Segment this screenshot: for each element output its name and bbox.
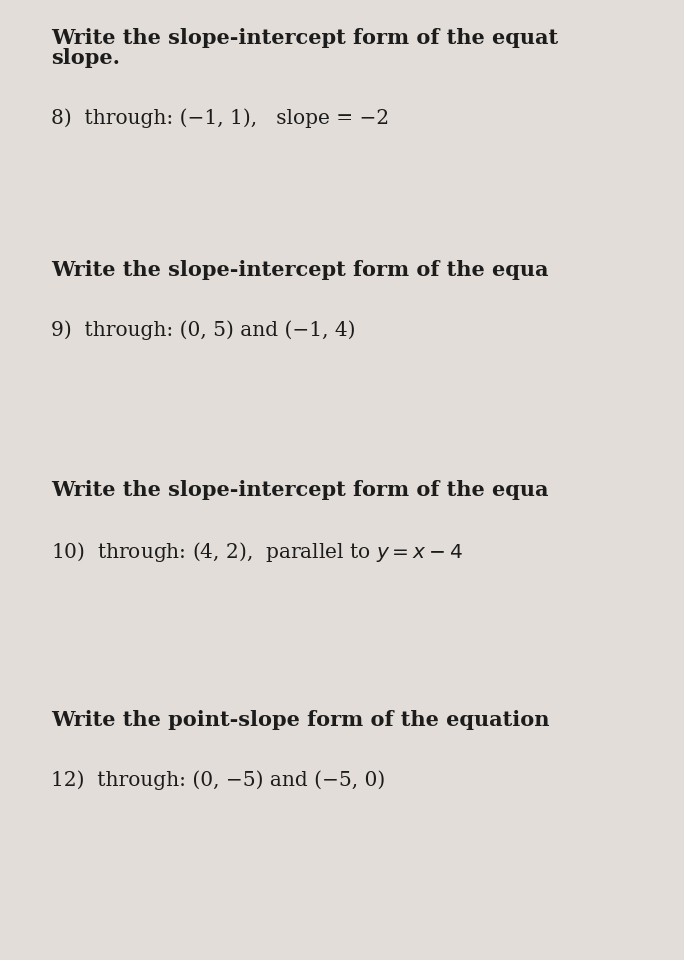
Text: Write the slope-intercept form of the equat: Write the slope-intercept form of the eq… bbox=[51, 28, 558, 48]
Text: Write the slope-intercept form of the equa: Write the slope-intercept form of the eq… bbox=[51, 260, 549, 280]
Text: 12)  through: (0, −5) and (−5, 0): 12) through: (0, −5) and (−5, 0) bbox=[51, 770, 386, 790]
Text: 10)  through: (4, 2),  parallel to $y = x - 4$: 10) through: (4, 2), parallel to $y = x … bbox=[51, 540, 463, 564]
Text: Write the point-slope form of the equation: Write the point-slope form of the equati… bbox=[51, 710, 550, 730]
Text: 8)  through: (−1, 1),   slope = −2: 8) through: (−1, 1), slope = −2 bbox=[51, 108, 389, 128]
Text: 9)  through: (0, 5) and (−1, 4): 9) through: (0, 5) and (−1, 4) bbox=[51, 320, 356, 340]
Text: slope.: slope. bbox=[51, 48, 120, 68]
Text: Write the slope-intercept form of the equa: Write the slope-intercept form of the eq… bbox=[51, 480, 549, 500]
